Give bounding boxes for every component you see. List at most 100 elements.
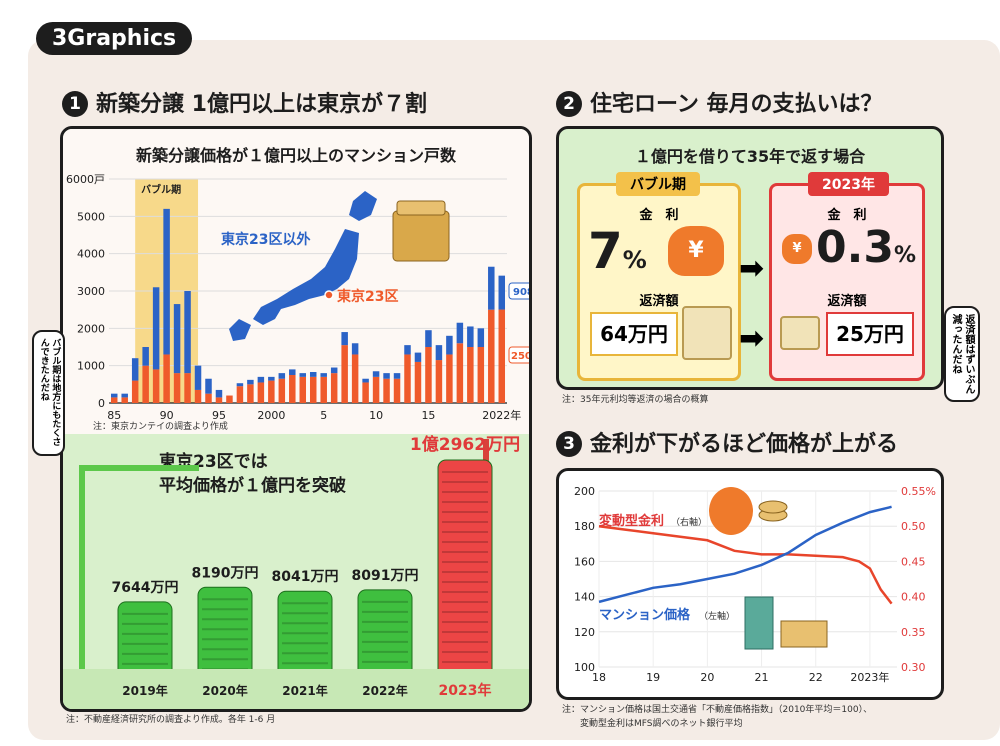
chart3-xtick: 20 xyxy=(700,671,714,684)
bar-outside-tokyo xyxy=(477,328,485,347)
bar-outside-tokyo xyxy=(456,322,464,344)
tower-year-label: 2022年 xyxy=(362,683,407,698)
bar-tokyo23 xyxy=(278,378,286,403)
chart1-xtick: 2000 xyxy=(257,409,285,422)
chart3-right-tick: 0.35 xyxy=(901,626,926,639)
bar-tokyo23 xyxy=(163,354,170,403)
bar-tokyo23 xyxy=(362,382,369,403)
tower-year-label: 2019年 xyxy=(122,683,167,698)
brand-logo: 3Graphics xyxy=(36,22,193,55)
label-price: マンション価格 xyxy=(599,607,691,623)
section1-number: 1 xyxy=(62,91,88,117)
now-pay-label: 返済額 xyxy=(827,294,867,309)
bar-tokyo23 xyxy=(456,343,464,403)
bar-outside-tokyo xyxy=(467,326,474,347)
bar-outside-tokyo xyxy=(289,369,296,375)
now-card: 2023年 金 利 ¥ 0.3% 返済額 25万円 xyxy=(769,172,925,381)
bar-outside-tokyo xyxy=(278,373,286,379)
bar-tokyo23 xyxy=(215,397,223,403)
now-rate-label: 金 利 xyxy=(827,208,867,223)
end-label-outside-box xyxy=(508,282,529,300)
bar-tokyo23 xyxy=(372,376,380,403)
bar-outside-tokyo xyxy=(488,266,495,310)
cash-stack-icon xyxy=(682,306,732,360)
chart3-xtick: 21 xyxy=(755,671,769,684)
rate-price-chart: 100 120 140 160 180 200 0.30 0.35 0.40 0.45 0.50 0.… xyxy=(574,485,936,684)
loan-note: 注：35年元利均等返済の場合の概算 xyxy=(562,395,709,405)
chart3-xtick: 2023年 xyxy=(850,670,889,684)
section2-title-text: 住宅ローン 毎月の支払いは？ xyxy=(590,92,883,117)
label-outside-tokyo: 東京23区以外 xyxy=(221,231,310,248)
chart3-note-line2: 変動型金利はMFS調べのネット銀行平均 xyxy=(580,719,743,729)
money-bag-icon: ¥ xyxy=(668,226,724,276)
bar-tokyo23 xyxy=(414,361,422,403)
bar-outside-tokyo xyxy=(351,343,359,355)
section3-number: 3 xyxy=(556,431,582,457)
section3-title: 3 金利が下がるほど価格が上がる xyxy=(556,426,898,458)
bar-tokyo23 xyxy=(205,393,212,403)
chart3-left-tick: 140 xyxy=(574,591,595,604)
bubble-card-tag: バブル期 xyxy=(616,172,700,196)
chart3-note-line1: 注：マンション価格は国土交通省「不動産価格指数」（2010年平均＝100）、 xyxy=(562,705,873,715)
chart1-ytick: 5000 xyxy=(77,210,105,223)
bar-tokyo23 xyxy=(488,309,495,403)
bar-outside-tokyo xyxy=(383,373,390,379)
chart3-left-tick: 160 xyxy=(574,555,595,568)
bar-tokyo23 xyxy=(121,397,128,403)
chart3-right-tick: 0.55% xyxy=(901,485,936,498)
end-label-tokyo-box xyxy=(508,346,529,364)
chart3-xtick: 18 xyxy=(592,671,606,684)
bar-tokyo23 xyxy=(247,384,254,403)
tower-building xyxy=(277,590,333,680)
bar-outside-tokyo xyxy=(257,376,265,383)
chart1-ytick: 1000 xyxy=(77,360,105,373)
bar-tokyo23 xyxy=(142,365,149,403)
section1-title-text: 新築分譲 1億円以上は東京が７割 xyxy=(96,92,427,117)
bar-tokyo23 xyxy=(446,354,453,403)
chart1-xtick: 10 xyxy=(369,409,383,422)
bar-tokyo23 xyxy=(226,395,233,403)
chart1-title: 新築分譲価格が１億円以上のマンション戸数 xyxy=(136,146,457,165)
bar-tokyo23 xyxy=(467,347,474,403)
tower-price-label: 8190万円 xyxy=(192,565,259,581)
bar-outside-tokyo xyxy=(121,393,128,398)
gold-bars-illustration xyxy=(392,200,450,262)
section3-title-text: 金利が下がるほど価格が上がる xyxy=(590,432,899,457)
tower-price-label: 7644万円 xyxy=(112,580,179,596)
small-money-bag-icon: ¥ xyxy=(782,234,812,264)
bar-outside-tokyo xyxy=(330,367,338,374)
chart1-ytick: 4000 xyxy=(77,248,105,261)
chart1-xtick: 90 xyxy=(160,409,174,422)
bar-tokyo23 xyxy=(173,373,181,403)
section2-number: 2 xyxy=(556,91,582,117)
tower-price-label: 1億2962万円 xyxy=(410,434,520,455)
chart3-right-tick: 0.45 xyxy=(901,555,926,568)
bar-outside-tokyo xyxy=(341,332,348,346)
building-illustration xyxy=(744,596,828,650)
section1-title: 1 新築分譲 1億円以上は東京が７割 xyxy=(62,86,427,118)
japan-map-illustration xyxy=(229,191,377,341)
bar-tokyo23 xyxy=(351,354,359,403)
now-pay-value: 25万円 xyxy=(826,312,914,356)
bar-tokyo23 xyxy=(110,397,118,403)
bar-outside-tokyo xyxy=(498,275,506,310)
arrow-right-icon-2: ➡ xyxy=(739,321,765,356)
bar-outside-tokyo xyxy=(299,373,307,377)
bar-tokyo23 xyxy=(477,347,485,403)
bar-outside-tokyo xyxy=(163,208,170,355)
chart1-xtick: 2022年 xyxy=(482,408,521,422)
chart1-ytick: 0 xyxy=(98,397,105,410)
bubble-rate-value: 7% xyxy=(588,222,647,280)
bar-outside-tokyo xyxy=(446,335,453,355)
speech-bubble-right: 返済額はずいぶん減ったんだね xyxy=(944,306,980,402)
label-tokyo23: 東京23区 xyxy=(337,288,398,305)
now-card-tag: 2023年 xyxy=(808,172,889,196)
series-rate-line xyxy=(598,524,893,605)
ground xyxy=(63,669,529,709)
bar-tokyo23 xyxy=(299,376,307,403)
bar-outside-tokyo xyxy=(205,378,212,394)
bar-outside-tokyo xyxy=(131,358,139,381)
bar-tokyo23 xyxy=(425,347,432,403)
bar-outside-tokyo xyxy=(320,373,327,377)
now-rate-value: 0.3% xyxy=(816,222,916,273)
